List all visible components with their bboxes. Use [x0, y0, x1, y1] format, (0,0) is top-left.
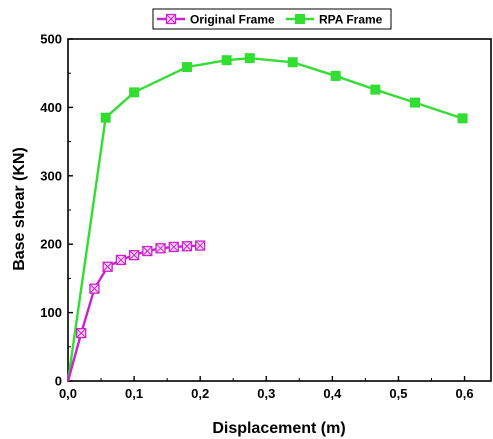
data-point-original-frame: [102, 261, 113, 272]
legend-marker: [295, 14, 305, 24]
data-point-original-frame: [195, 240, 206, 251]
marker-cross: [168, 242, 179, 252]
legend-marker: [165, 13, 177, 25]
x-tick-label: 0,4: [323, 386, 342, 401]
legend-item-original-frame: Original Frame: [157, 13, 275, 27]
data-point-original-frame: [142, 245, 153, 257]
marker-cross: [166, 14, 176, 24]
marker-cross: [155, 243, 166, 254]
series-line-original-frame: [66, 244, 201, 382]
legend-box: [152, 8, 392, 30]
series-rpa-frame: [66, 53, 468, 382]
x-tick-label: 0,1: [125, 386, 143, 401]
data-point-rpa-frame: [457, 113, 468, 124]
legend-item-rpa-frame: RPA Frame: [286, 13, 383, 27]
series-line-rpa-frame: [66, 56, 463, 382]
data-point-rpa-frame: [129, 87, 140, 98]
marker-cross: [142, 246, 153, 256]
x-tick-label: 0,3: [257, 386, 275, 401]
axes: 0 100 200 300 400 500 0,0 0,1 0,2 0,3 0,4 0,5 0,6: [40, 32, 492, 401]
data-point-original-frame: [155, 243, 166, 254]
x-axis-title: Displacement (m): [212, 420, 345, 437]
data-point-rpa-frame: [100, 112, 111, 123]
data-point-rpa-frame: [370, 84, 381, 95]
marker-cross: [182, 241, 192, 252]
y-tick-label: 0: [55, 374, 62, 389]
series-original-frame: [66, 240, 206, 382]
y-tick-label: 500: [40, 32, 62, 47]
legend-label: RPA Frame: [319, 13, 383, 27]
y-tick-label: 300: [40, 168, 62, 183]
data-point-rpa-frame: [244, 53, 255, 64]
series-layer: [66, 53, 468, 382]
data-point-original-frame: [76, 327, 87, 339]
marker-cross: [89, 283, 100, 294]
data-point-original-frame: [115, 254, 127, 266]
data-point-rpa-frame: [287, 57, 298, 68]
data-point-rpa-frame: [330, 70, 341, 81]
data-point-original-frame: [168, 241, 179, 253]
x-tick-label: 0,2: [191, 386, 209, 401]
marker-cross: [102, 261, 113, 272]
y-tick-label: 200: [40, 237, 62, 252]
x-tick-label: 0,6: [456, 386, 474, 401]
x-tick-label: 0,0: [59, 386, 77, 401]
data-point-original-frame: [181, 241, 193, 252]
y-tick-label: 100: [40, 305, 62, 320]
y-tick-label: 400: [40, 100, 62, 115]
legend: Original Frame RPA Frame: [152, 8, 392, 30]
marker-cross: [129, 250, 139, 260]
y-axis-title: Base shear (KN): [11, 147, 28, 271]
marker-cross: [195, 240, 206, 251]
legend-label: Original Frame: [190, 13, 275, 27]
data-point-rpa-frame: [221, 55, 232, 66]
data-point-rpa-frame: [409, 97, 420, 108]
data-point-original-frame: [128, 249, 140, 261]
marker-cross: [116, 255, 126, 265]
data-point-original-frame: [89, 283, 100, 294]
x-tick-label: 0,5: [389, 386, 407, 401]
marker-cross: [76, 328, 87, 338]
data-point-rpa-frame: [181, 62, 192, 73]
